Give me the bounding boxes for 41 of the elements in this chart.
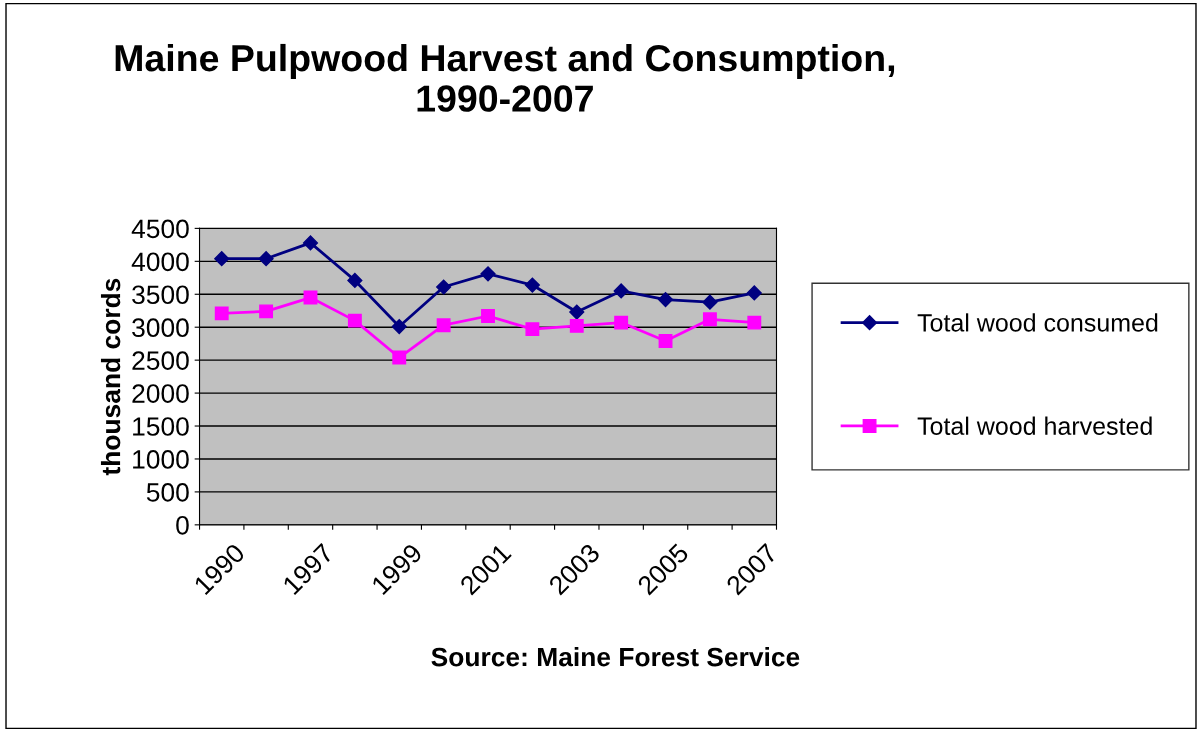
y-tick-label: 3500 xyxy=(132,285,189,305)
point xyxy=(436,318,451,333)
y-tick-label: 0 xyxy=(176,515,189,535)
y-tick-label: 3000 xyxy=(132,318,189,338)
point xyxy=(747,315,762,330)
point xyxy=(613,283,629,299)
legend-label: Total wood consumed xyxy=(917,313,1158,332)
point xyxy=(259,304,274,319)
point xyxy=(702,294,718,310)
point xyxy=(347,313,362,328)
y-tick-label: 4500 xyxy=(131,219,189,239)
point xyxy=(524,277,540,293)
source-note: Source: Maine Forest Service xyxy=(431,647,800,667)
y-tick-label: 4000 xyxy=(131,252,189,272)
point xyxy=(481,309,495,323)
point xyxy=(525,322,540,337)
point xyxy=(614,315,629,330)
point xyxy=(258,251,274,267)
y-tick-label: 1000 xyxy=(133,450,189,469)
point xyxy=(657,291,674,308)
point xyxy=(436,279,452,295)
point xyxy=(480,266,496,282)
point xyxy=(569,318,584,333)
y-tick-label: 500 xyxy=(146,483,189,502)
point xyxy=(214,306,229,321)
point xyxy=(347,272,363,288)
point xyxy=(214,251,230,267)
point xyxy=(569,304,585,320)
y-axis-title: thousand cords xyxy=(100,278,121,476)
point xyxy=(391,318,407,335)
point xyxy=(392,350,407,365)
y-tick-label: 1500 xyxy=(133,417,189,436)
y-tick-label: 2000 xyxy=(132,384,189,403)
point xyxy=(658,334,673,348)
point xyxy=(303,290,318,305)
point xyxy=(302,235,319,251)
legend-label: Total wood harvested xyxy=(917,416,1152,435)
y-tick-label: 2500 xyxy=(132,351,189,370)
chart-title: Maine Pulpwood Harvest and Consumption, 1990-2007 xyxy=(115,43,895,112)
point xyxy=(702,312,717,327)
point xyxy=(746,285,762,301)
